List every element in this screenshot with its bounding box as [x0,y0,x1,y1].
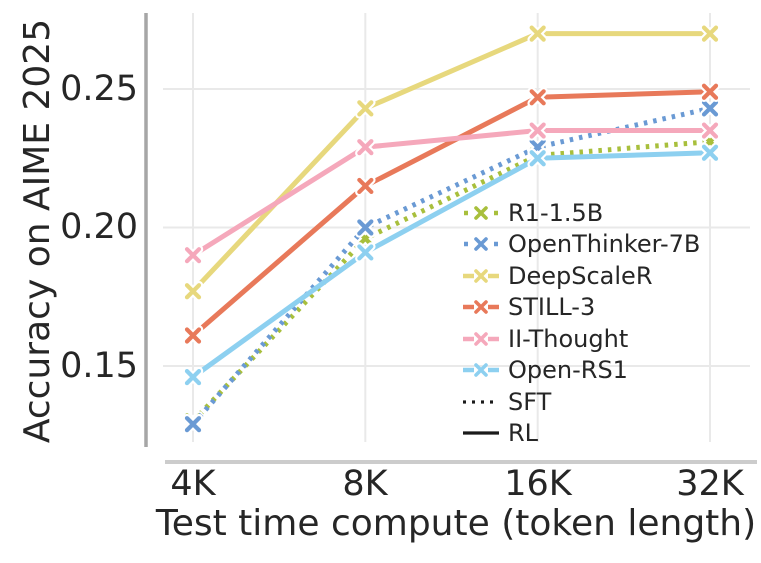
legend-item-deepscaler: DeepScaleR [462,260,700,292]
x-tick-16k: 16K [504,464,572,504]
series-DeepScaleR [182,23,721,302]
legend-label: DeepScaleR [508,261,653,290]
legend-label: RL [508,419,539,448]
legend-item-ii-thought: II-Thought [462,323,700,355]
legend-item-openthinker-7b: OpenThinker-7B [462,229,700,261]
legend-item-rl: RL [462,418,700,450]
legend-item-still-3: STILL-3 [462,292,700,324]
legend-key-solid-line-icon [462,299,500,315]
legend-label: Open-RS1 [508,356,628,385]
series-STILL-3 [182,81,721,346]
legend-key-solid-style-icon [462,425,500,441]
legend-label: OpenThinker-7B [508,230,701,259]
x-tick-32k: 32K [676,464,744,504]
legend-item-open-rs1: Open-RS1 [462,355,700,387]
legend-key-dotted-style-icon [462,394,500,410]
legend-key-solid-line-icon [462,362,500,378]
legend-label: II-Thought [508,324,629,353]
y-tick-0.15: 0.15 [60,345,138,386]
legend-key-solid-line-icon [462,268,500,284]
x-axis-label: Test time compute (token length) [155,503,757,544]
x-tick-4k: 4K [170,464,216,504]
legend-item-r1-1.5b: R1-1.5B [462,197,700,229]
legend-key-dotted-line-icon [462,205,500,221]
legend-label: STILL-3 [508,293,596,322]
y-tick-0.20: 0.20 [60,207,138,247]
legend-key-dotted-line-icon [462,236,500,252]
series-Open-RS1 [182,142,721,388]
legend-label: SFT [508,387,552,416]
y-tick-0.25: 0.25 [60,68,138,109]
legend-item-sft: SFT [462,386,700,418]
axis-spines [144,13,757,464]
series-OpenThinker-7B [182,98,721,435]
legend-key-solid-line-icon [462,331,500,347]
series-II-Thought [182,120,721,266]
legend-label: R1-1.5B [508,198,604,227]
x-tick-8k: 8K [342,464,388,504]
legend: R1-1.5B OpenThinker-7B DeepScaleR STILL-… [462,197,700,449]
